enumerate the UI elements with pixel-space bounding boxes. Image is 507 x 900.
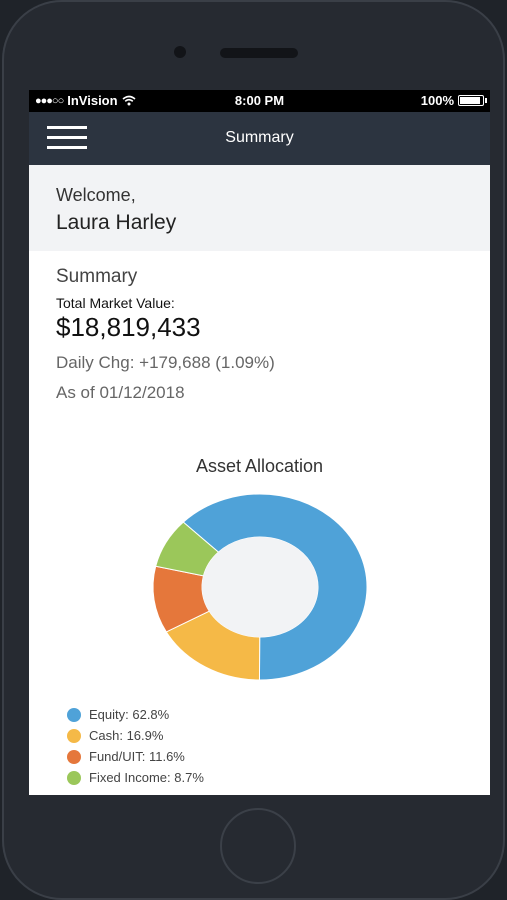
daily-change: Daily Chg: +179,688 (1.09%) [56, 353, 275, 372]
summary-heading: Summary [56, 266, 138, 287]
legend-color-dot [67, 749, 81, 764]
welcome-panel: Welcome, Laura Harley [29, 165, 490, 251]
camera [174, 46, 186, 58]
menu-icon[interactable] [47, 126, 87, 150]
signal-icon: ●●●○○ [35, 94, 64, 107]
home-button[interactable] [220, 808, 296, 884]
total-market-value-label: Total Market Value: [56, 295, 175, 311]
status-bar: ●●●○○ InVision 8:00 PM 100% [29, 90, 490, 112]
battery-icon [458, 95, 487, 106]
status-left: ●●●○○ InVision [35, 93, 136, 108]
total-market-value: $18,819,433 [56, 312, 201, 342]
legend-color-dot [67, 707, 81, 722]
donut-hole [202, 537, 318, 637]
legend-label: Equity: 62.8% [89, 707, 170, 722]
welcome-greeting: Welcome, [56, 185, 136, 205]
as-of-date: As of 01/12/2018 [56, 383, 185, 402]
legend-label: Fixed Income: 8.7% [89, 770, 204, 785]
chart-title: Asset Allocation [195, 456, 324, 476]
battery-percent: 100% [420, 93, 454, 108]
nav-bar: Summary [29, 112, 490, 165]
asset-allocation-chart [152, 493, 368, 681]
status-time: 8:00 PM [234, 93, 285, 108]
legend-equity: Equity: 62.8% [67, 704, 204, 725]
user-name: Laura Harley [56, 211, 177, 234]
legend-cash: Cash: 16.9% [67, 725, 204, 746]
page-title: Summary [225, 129, 294, 146]
slice-fixed-income[interactable] [155, 521, 220, 577]
legend-fixed-income: Fixed Income: 8.7% [67, 767, 204, 788]
speaker [220, 48, 298, 58]
legend-label: Cash: 16.9% [89, 728, 164, 743]
chart-legend: Equity: 62.8% Cash: 16.9% Fund/UIT: 11.6% F… [67, 704, 204, 788]
wifi-icon [122, 95, 136, 106]
app-screen: ●●●○○ InVision 8:00 PM 100% [29, 90, 490, 795]
legend-fund-uit: Fund/UIT: 11.6% [67, 746, 204, 767]
carrier-label: InVision [67, 93, 118, 108]
legend-color-dot [67, 770, 81, 785]
legend-color-dot [67, 728, 81, 743]
legend-label: Fund/UIT: 11.6% [89, 749, 185, 764]
battery-level [460, 97, 480, 104]
status-right: 100% [420, 93, 487, 108]
